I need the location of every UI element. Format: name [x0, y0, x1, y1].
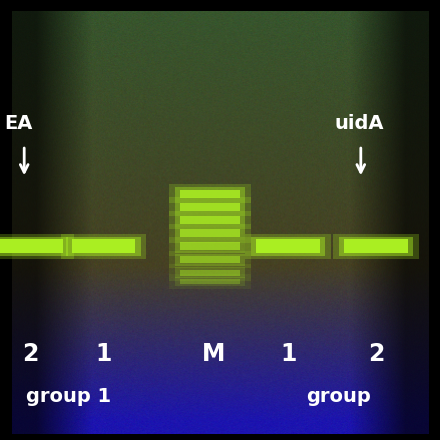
- Bar: [180, 279, 240, 284]
- Bar: [334, 234, 419, 259]
- Bar: [180, 190, 240, 198]
- Bar: [175, 268, 245, 279]
- Bar: [169, 197, 251, 216]
- Text: 1: 1: [95, 342, 112, 366]
- Bar: [169, 210, 251, 229]
- Bar: [71, 239, 136, 253]
- Text: 2: 2: [22, 342, 39, 366]
- Bar: [180, 216, 240, 224]
- Bar: [175, 240, 245, 253]
- Text: group 1: group 1: [26, 386, 111, 406]
- Bar: [169, 184, 251, 203]
- Text: group: group: [306, 386, 371, 406]
- Bar: [344, 239, 408, 253]
- Bar: [180, 242, 240, 250]
- Bar: [246, 234, 331, 259]
- Bar: [60, 234, 146, 259]
- Bar: [175, 277, 245, 286]
- Bar: [66, 237, 140, 256]
- Bar: [180, 270, 240, 275]
- Bar: [180, 256, 240, 263]
- Text: 2: 2: [368, 342, 385, 366]
- Text: EA: EA: [4, 114, 33, 133]
- Bar: [169, 237, 251, 256]
- Bar: [251, 237, 326, 256]
- Bar: [175, 213, 245, 227]
- Bar: [175, 200, 245, 213]
- Bar: [0, 237, 68, 256]
- Text: M: M: [202, 342, 225, 366]
- Text: 1: 1: [280, 342, 297, 366]
- Bar: [175, 253, 245, 265]
- Bar: [175, 227, 245, 240]
- Text: uidA: uidA: [334, 114, 384, 133]
- Bar: [0, 234, 74, 259]
- Bar: [169, 224, 251, 243]
- Bar: [169, 274, 251, 290]
- Bar: [339, 237, 414, 256]
- Bar: [0, 239, 63, 253]
- Bar: [257, 239, 320, 253]
- Bar: [180, 203, 240, 211]
- Bar: [175, 187, 245, 200]
- Bar: [169, 264, 251, 281]
- Bar: [169, 251, 251, 268]
- Bar: [180, 229, 240, 237]
